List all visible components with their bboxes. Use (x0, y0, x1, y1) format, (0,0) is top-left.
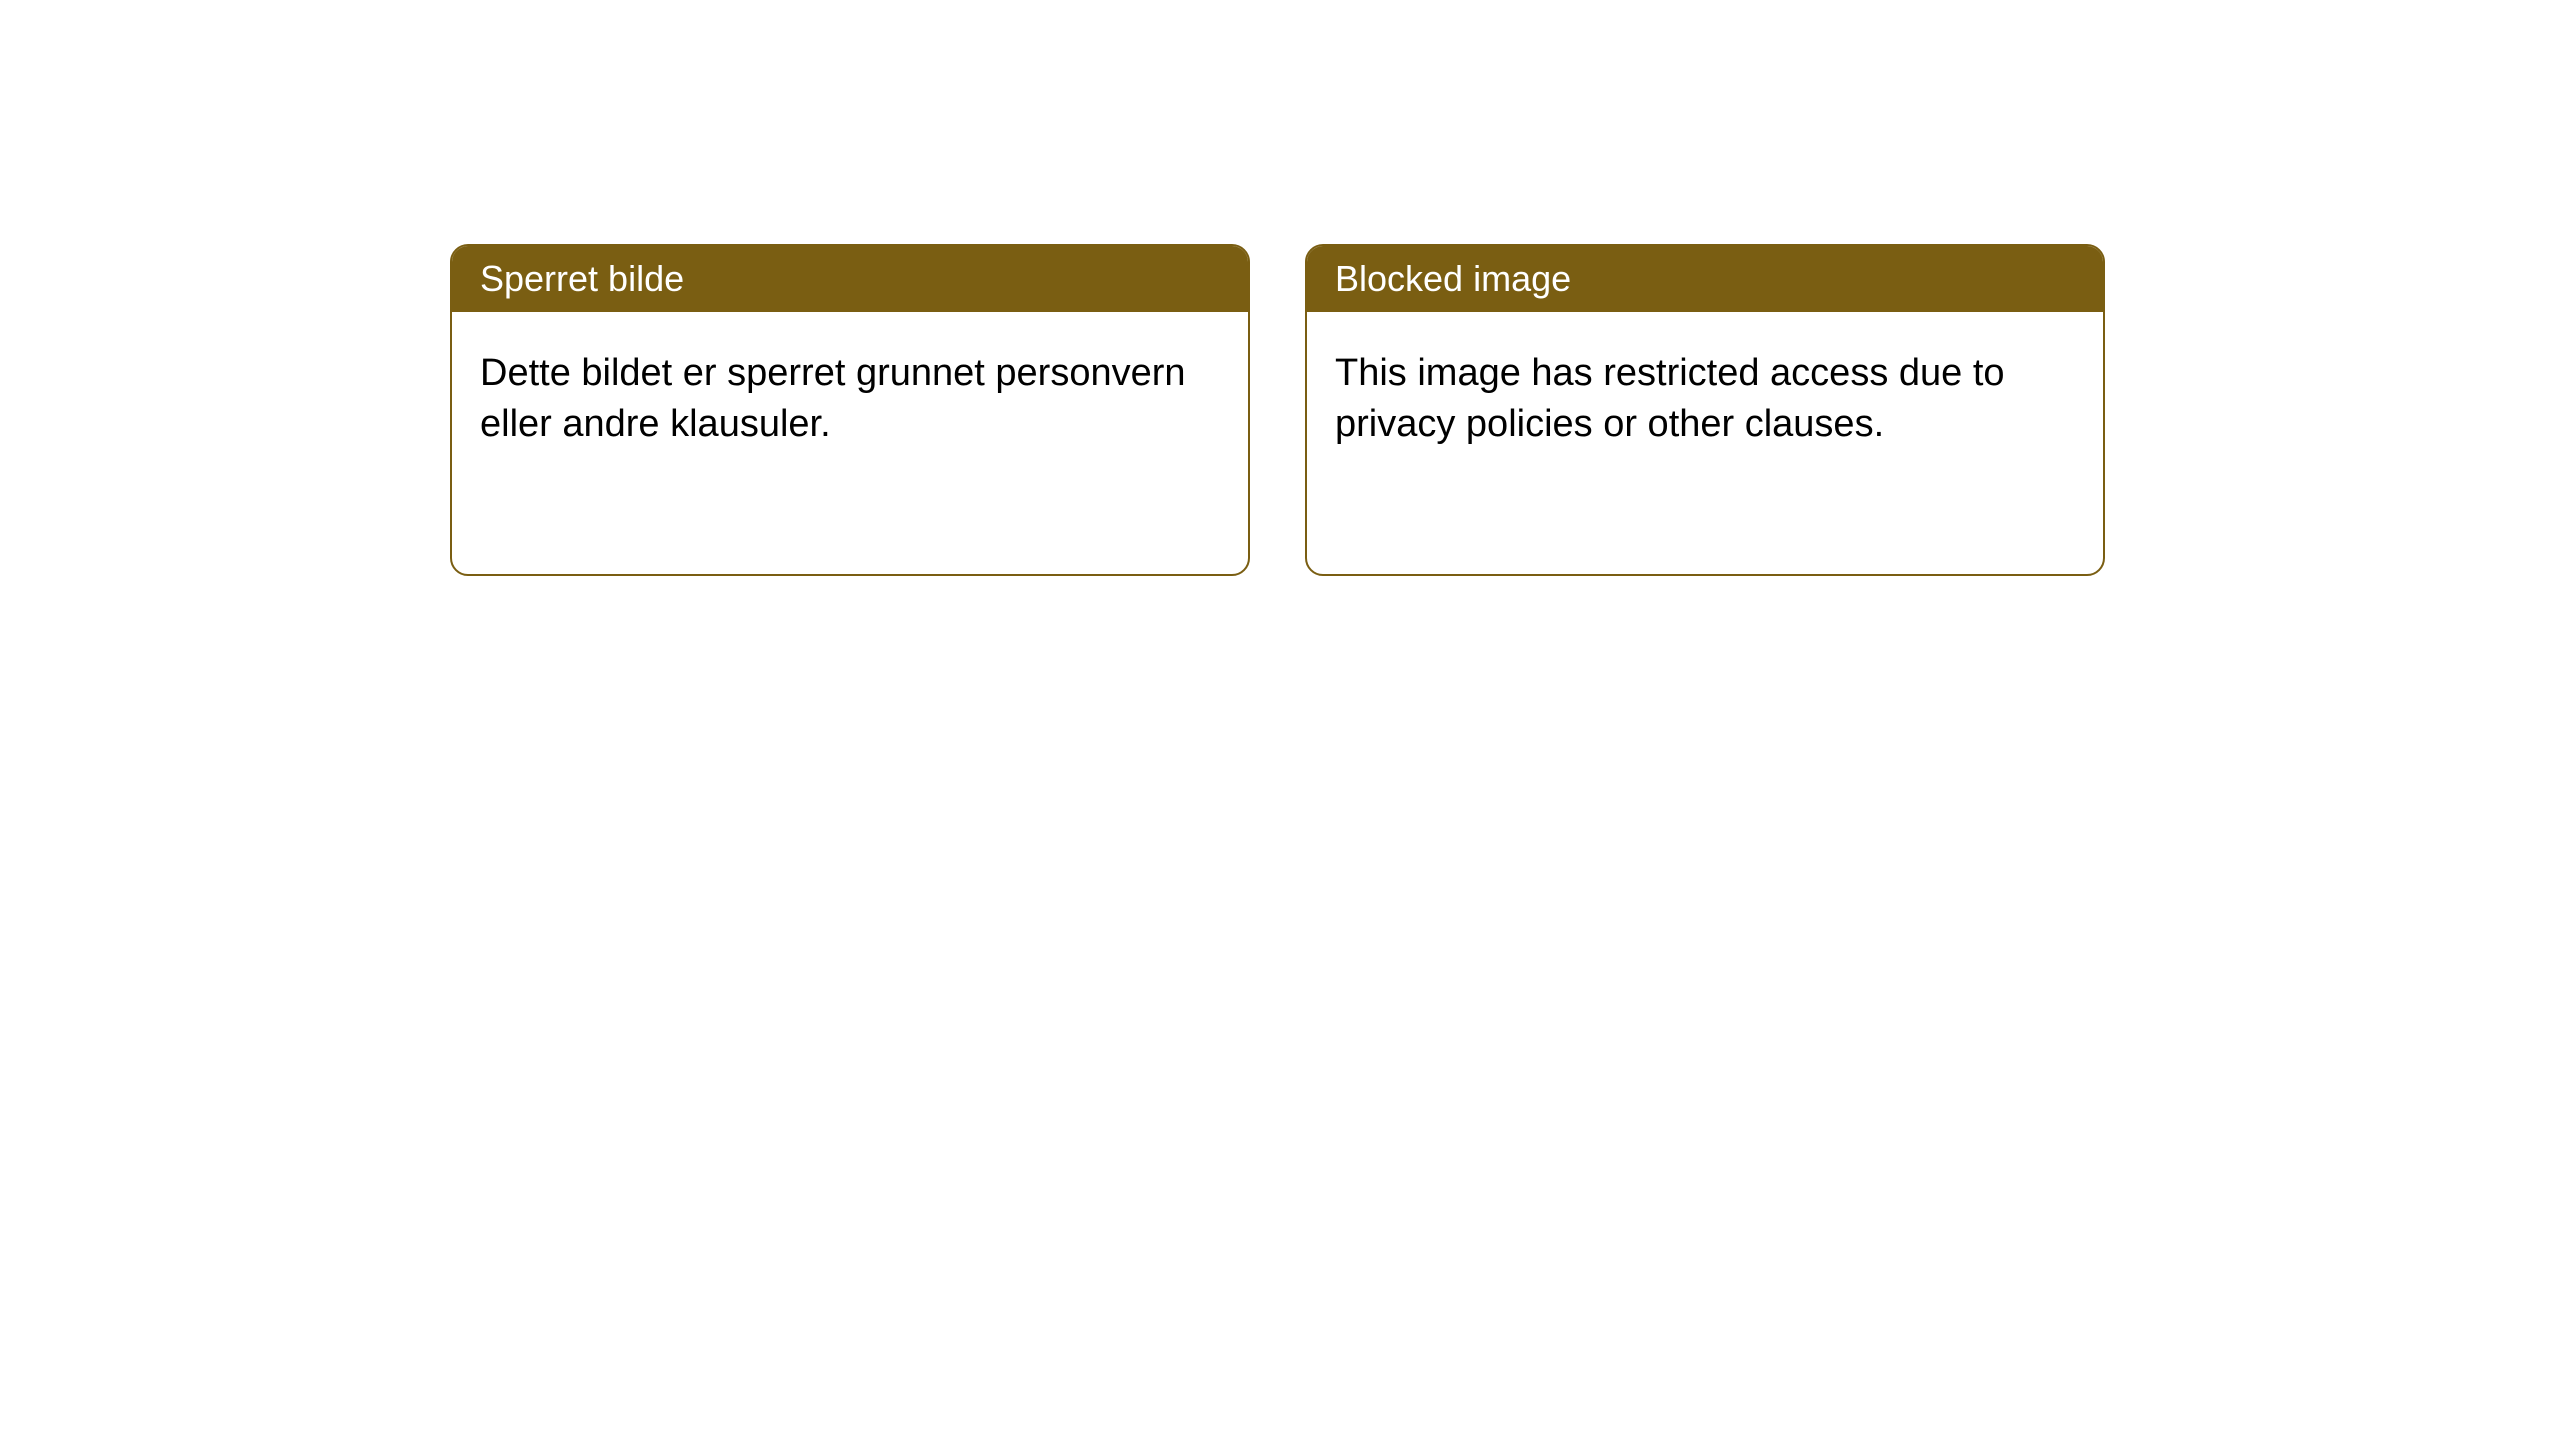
notice-card-norwegian: Sperret bilde Dette bildet er sperret gr… (450, 244, 1250, 576)
card-body: This image has restricted access due to … (1307, 312, 2103, 487)
card-title: Blocked image (1335, 258, 1571, 299)
card-body-text: This image has restricted access due to … (1335, 352, 2005, 445)
card-header: Blocked image (1307, 246, 2103, 312)
notice-card-english: Blocked image This image has restricted … (1305, 244, 2105, 576)
card-body-text: Dette bildet er sperret grunnet personve… (480, 352, 1186, 445)
card-body: Dette bildet er sperret grunnet personve… (452, 312, 1248, 487)
notice-container: Sperret bilde Dette bildet er sperret gr… (450, 244, 2105, 576)
card-header: Sperret bilde (452, 246, 1248, 312)
card-title: Sperret bilde (480, 258, 684, 299)
